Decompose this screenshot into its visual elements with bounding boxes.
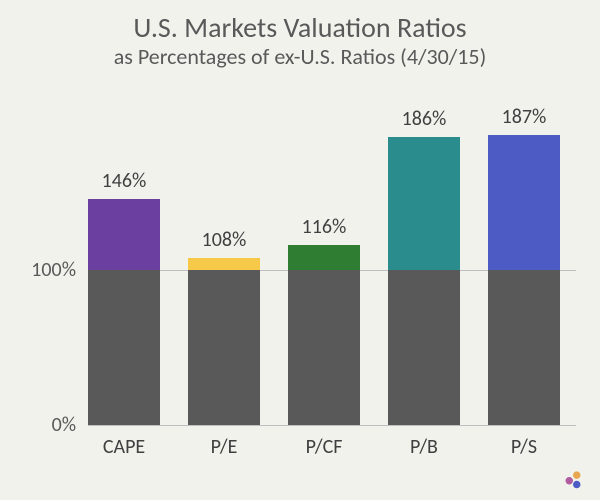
y-axis-label: 100% [31,258,76,282]
title-block: U.S. Markets Valuation Ratios as Percent… [0,0,600,70]
plot-area: 146% 108% 116% 186% 187% [88,115,576,425]
chart-subtitle: as Percentages of ex-U.S. Ratios (4/30/1… [0,43,600,70]
bar-value-label: 108% [188,228,260,252]
bar-group: 187% [488,115,560,425]
bar-top [188,258,260,270]
bar-group: 146% [88,115,160,425]
x-axis-category-label: P/B [388,435,460,459]
bar-value-label: 116% [288,215,360,239]
bar-value-label: 146% [88,169,160,193]
bar-value-label: 187% [488,105,560,129]
bar-base [88,270,160,425]
bar-top [288,245,360,270]
logo-icon [558,462,588,492]
bar-base [388,270,460,425]
x-axis-category-label: P/E [188,435,260,459]
bar-base [288,270,360,425]
bar-top [388,137,460,270]
y-axis-label: 0% [52,413,76,437]
x-axis-category-label: P/S [488,435,560,459]
bar-group: 186% [388,115,460,425]
gridline [88,425,576,426]
x-axis-category-label: P/CF [288,435,360,459]
bar-value-label: 186% [388,107,460,131]
bar-top [88,199,160,270]
chart-area: 146%108%116%186%187% 0%100% [48,115,576,425]
bar-group: 116% [288,115,360,425]
bar-group: 108% [188,115,260,425]
x-axis-category-label: CAPE [88,435,160,459]
bar-base [188,270,260,425]
bar-top [488,135,560,270]
bar-base [488,270,560,425]
chart-title: U.S. Markets Valuation Ratios [0,10,600,45]
